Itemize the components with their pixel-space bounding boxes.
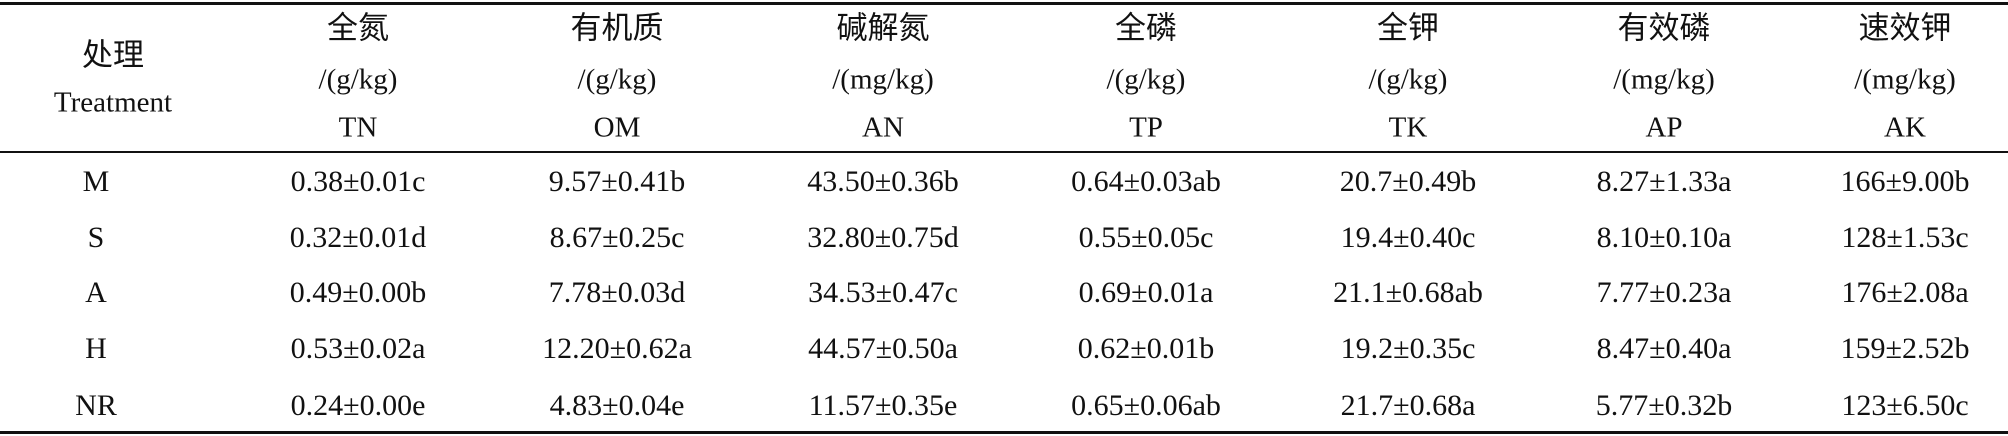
cell: 44.57±0.50a (808, 332, 958, 365)
row-label: S (87, 221, 105, 254)
cell: 176±2.08a (1841, 276, 1969, 309)
row-label: NR (75, 389, 117, 422)
header-name: 全氮 (327, 10, 389, 46)
cell: 159±2.52b (1840, 332, 1970, 365)
cell: 0.38±0.01c (290, 165, 426, 198)
header-rule (0, 151, 2008, 153)
cell: 166±9.00b (1840, 165, 1970, 198)
header-abbr: AK (1884, 111, 1926, 144)
cell: 0.65±0.06ab (1071, 389, 1221, 422)
cell: 8.10±0.10a (1596, 221, 1732, 254)
cell: 21.7±0.68a (1340, 389, 1476, 422)
cell: 4.83±0.04e (549, 389, 685, 422)
header-unit: /(mg/kg) (1613, 63, 1715, 96)
cell: 0.49±0.00b (289, 276, 427, 309)
row-label: H (85, 332, 107, 365)
header-abbr: AN (862, 111, 904, 144)
header-abbr: TN (338, 111, 378, 144)
header-unit: /(mg/kg) (832, 63, 934, 96)
row-label: A (85, 276, 107, 309)
cell: 12.20±0.62a (542, 332, 692, 365)
header-name: 有机质 (570, 10, 664, 46)
cell: 0.53±0.02a (290, 332, 426, 365)
header-name: 有效磷 (1617, 10, 1711, 46)
cell: 7.77±0.23a (1596, 276, 1732, 309)
cell: 34.53±0.47c (808, 276, 958, 309)
cell: 8.67±0.25c (549, 221, 685, 254)
header-name: 碱解氮 (836, 10, 930, 46)
row-label: M (82, 165, 110, 198)
cell: 7.78±0.03d (548, 276, 686, 309)
cell: 20.7±0.49b (1339, 165, 1477, 198)
cell: 123±6.50c (1841, 389, 1969, 422)
cell: 128±1.53c (1841, 221, 1969, 254)
cell: 0.32±0.01d (289, 221, 427, 254)
cell: 19.2±0.35c (1340, 332, 1476, 365)
header-unit: /(g/kg) (1106, 63, 1186, 96)
header-name: 全钾 (1377, 10, 1439, 46)
header-name: 速效钾 (1858, 10, 1952, 46)
cell: 21.1±0.68ab (1333, 276, 1483, 309)
cell: 8.27±1.33a (1596, 165, 1732, 198)
cell: 19.4±0.40c (1340, 221, 1476, 254)
cell: 0.69±0.01a (1078, 276, 1214, 309)
header-unit: /(g/kg) (1368, 63, 1448, 96)
header-name: 处理 (82, 37, 144, 73)
cell: 0.62±0.01b (1077, 332, 1215, 365)
cell: 11.57±0.35e (808, 389, 958, 422)
header-unit: /(mg/kg) (1854, 63, 1956, 96)
cell: 0.55±0.05c (1078, 221, 1214, 254)
cell: 8.47±0.40a (1596, 332, 1732, 365)
cell: 0.24±0.00e (290, 389, 426, 422)
cell: 32.80±0.75d (807, 221, 959, 254)
header-abbr: TP (1129, 111, 1163, 144)
top-rule (0, 2, 2008, 5)
cell: 43.50±0.36b (807, 165, 959, 198)
cell: 5.77±0.32b (1595, 389, 1733, 422)
cell: 9.57±0.41b (548, 165, 686, 198)
bottom-rule (0, 431, 2008, 434)
header-abbr: OM (593, 111, 641, 144)
header-name: 全磷 (1115, 10, 1177, 46)
header-abbr: AP (1645, 111, 1683, 144)
header-unit: /(g/kg) (577, 63, 657, 96)
cell: 0.64±0.03ab (1071, 165, 1221, 198)
header-en: Treatment (53, 86, 173, 119)
header-abbr: TK (1388, 111, 1428, 144)
header-unit: /(g/kg) (318, 63, 398, 96)
